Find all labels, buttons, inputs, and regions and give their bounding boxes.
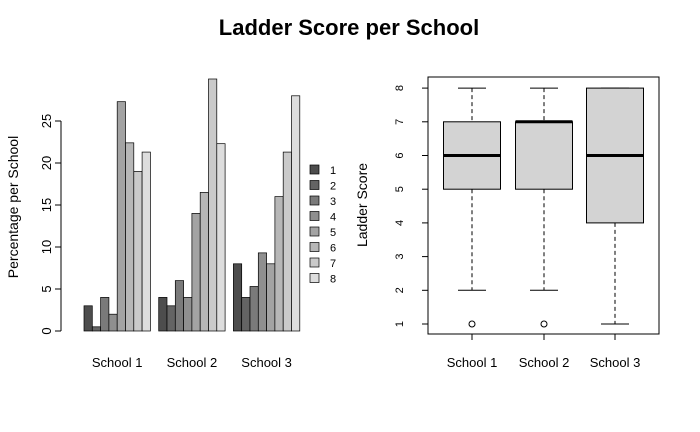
bar-y-tick-label: 15: [39, 198, 54, 212]
bar: [282, 151, 292, 332]
box: [515, 121, 573, 190]
bar: [158, 297, 168, 332]
bar: [249, 286, 259, 332]
bar: [216, 143, 226, 332]
bar: [166, 305, 176, 332]
bar: [199, 192, 209, 332]
legend-swatch: [309, 211, 320, 221]
bar-x-tick-label: School 2: [167, 355, 218, 370]
legend-swatch: [309, 273, 320, 283]
box-y-tick-label: 8: [394, 85, 406, 91]
bar-x-tick-label: School 3: [241, 355, 292, 370]
bar: [241, 297, 251, 332]
bar: [291, 95, 301, 332]
legend-label: 2: [330, 181, 336, 193]
bar: [274, 196, 284, 332]
legend-label: 1: [330, 165, 336, 177]
bar: [183, 297, 193, 332]
legend-label: 8: [330, 274, 336, 286]
bar-y-tick-label: 10: [39, 240, 54, 254]
bar-y-tick-label: 20: [39, 156, 54, 170]
legend-label: 4: [330, 212, 336, 224]
bar: [191, 213, 201, 332]
bar: [108, 313, 118, 332]
box-y-axis-title: Ladder Score: [354, 163, 370, 247]
bar: [257, 252, 267, 332]
box-x-tick-label: School 1: [447, 355, 498, 370]
legend-label: 3: [330, 196, 336, 208]
box-y-tick-label: 7: [394, 119, 406, 125]
legend-swatch: [309, 195, 320, 206]
bar-y-tick-label: 25: [39, 114, 54, 128]
bar-plot-area: [83, 78, 301, 332]
legend-swatch: [309, 257, 320, 268]
box-y-axis: 1 2 3 4 5 6 7 8: [394, 85, 429, 327]
outlier-point: [540, 320, 548, 328]
box-y-tick-label: 5: [394, 186, 406, 192]
legend-label: 6: [330, 243, 336, 255]
bar: [83, 305, 93, 332]
box-x-axis: School 1 School 2 School 3: [447, 333, 641, 370]
bar: [208, 78, 218, 332]
legend-swatch: [309, 226, 320, 237]
bar-y-tick-label: 0: [39, 327, 54, 334]
bar: [174, 280, 184, 332]
box-x-tick-label: School 3: [590, 355, 641, 370]
legend-label: 5: [330, 227, 336, 239]
box-y-tick-label: 1: [394, 321, 406, 327]
legend-swatch: [309, 180, 320, 190]
bar: [125, 142, 135, 332]
legend-swatch: [309, 242, 320, 252]
bar: [91, 326, 101, 332]
bar: [100, 297, 110, 332]
bar: [116, 101, 126, 332]
box-y-tick-label: 3: [394, 254, 406, 260]
box-y-tick-label: 4: [394, 220, 406, 226]
bar-y-tick-label: 5: [39, 285, 54, 292]
bar: [233, 263, 243, 332]
bar: [266, 263, 276, 332]
box-y-tick-label: 2: [394, 287, 406, 293]
bar-y-axis: 0 5 10 15 20 25: [39, 114, 62, 335]
legend-swatch: [309, 164, 320, 175]
box-plot-area: [443, 87, 644, 328]
chart-title: Ladder Score per School: [219, 15, 479, 40]
legend-label: 7: [330, 258, 336, 270]
bar-x-axis-labels: School 1 School 2 School 3: [92, 355, 292, 370]
bar: [133, 171, 143, 332]
bar-y-axis-title: Percentage per School: [5, 136, 21, 278]
box-y-tick-label: 6: [394, 152, 406, 158]
bar-legend: 1 2 3 4 5 6 7 8: [309, 164, 336, 286]
bar-x-tick-label: School 1: [92, 355, 143, 370]
outlier-point: [468, 320, 476, 328]
box-x-tick-label: School 2: [519, 355, 570, 370]
bar: [141, 151, 151, 332]
